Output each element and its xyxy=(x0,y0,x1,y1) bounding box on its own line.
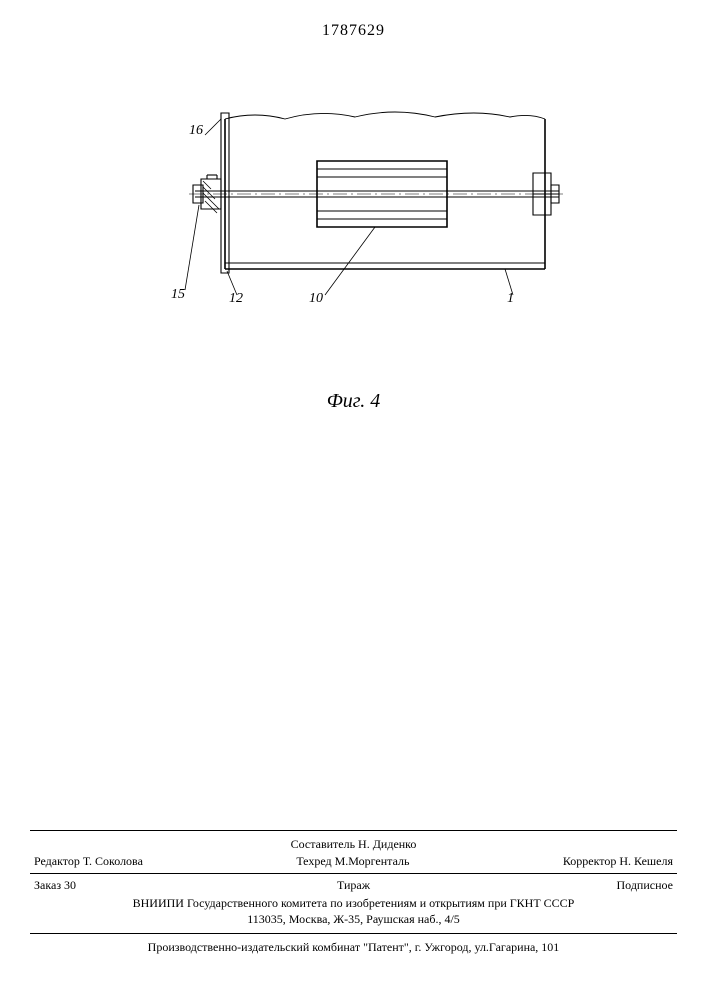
divider xyxy=(30,873,677,874)
page: 1787629 xyxy=(0,0,707,1000)
credits-row: Редактор Т. Соколова Техред М.Моргенталь… xyxy=(30,854,677,873)
tech-editor-credit: Техред М.Моргенталь xyxy=(296,854,409,869)
patent-number: 1787629 xyxy=(0,22,707,40)
figure-label-12: 12 xyxy=(229,291,243,307)
org-line-1: ВНИИПИ Государственного комитета по изоб… xyxy=(30,895,677,911)
figure-label-15: 15 xyxy=(171,287,185,303)
figure-caption: Фиг. 4 xyxy=(0,390,707,413)
divider xyxy=(30,933,677,934)
corrector-credit: Корректор Н. Кешеля xyxy=(563,854,673,869)
footer-block: Составитель Н. Диденко Редактор Т. Сокол… xyxy=(30,830,677,955)
org-line-2: 113035, Москва, Ж-35, Раушская наб., 4/5 xyxy=(30,911,677,927)
editor-credit: Редактор Т. Соколова xyxy=(34,854,143,869)
organization-lines: ВНИИПИ Государственного комитета по изоб… xyxy=(30,895,677,933)
order-number: Заказ 30 xyxy=(34,878,247,893)
order-row: Заказ 30 Тираж Подписное xyxy=(30,878,677,893)
figure-4-drawing: 16 15 12 10 1 xyxy=(145,95,565,315)
tirage-label: Тираж xyxy=(247,878,460,893)
figure-label-10: 10 xyxy=(309,291,323,307)
print-house-line: Производственно-издательский комбинат "П… xyxy=(30,940,677,955)
divider xyxy=(30,830,677,831)
figure-label-16: 16 xyxy=(189,123,203,139)
subscription-label: Подписное xyxy=(460,878,673,893)
figure-label-1: 1 xyxy=(507,291,514,307)
compiler-line: Составитель Н. Диденко xyxy=(30,837,677,852)
